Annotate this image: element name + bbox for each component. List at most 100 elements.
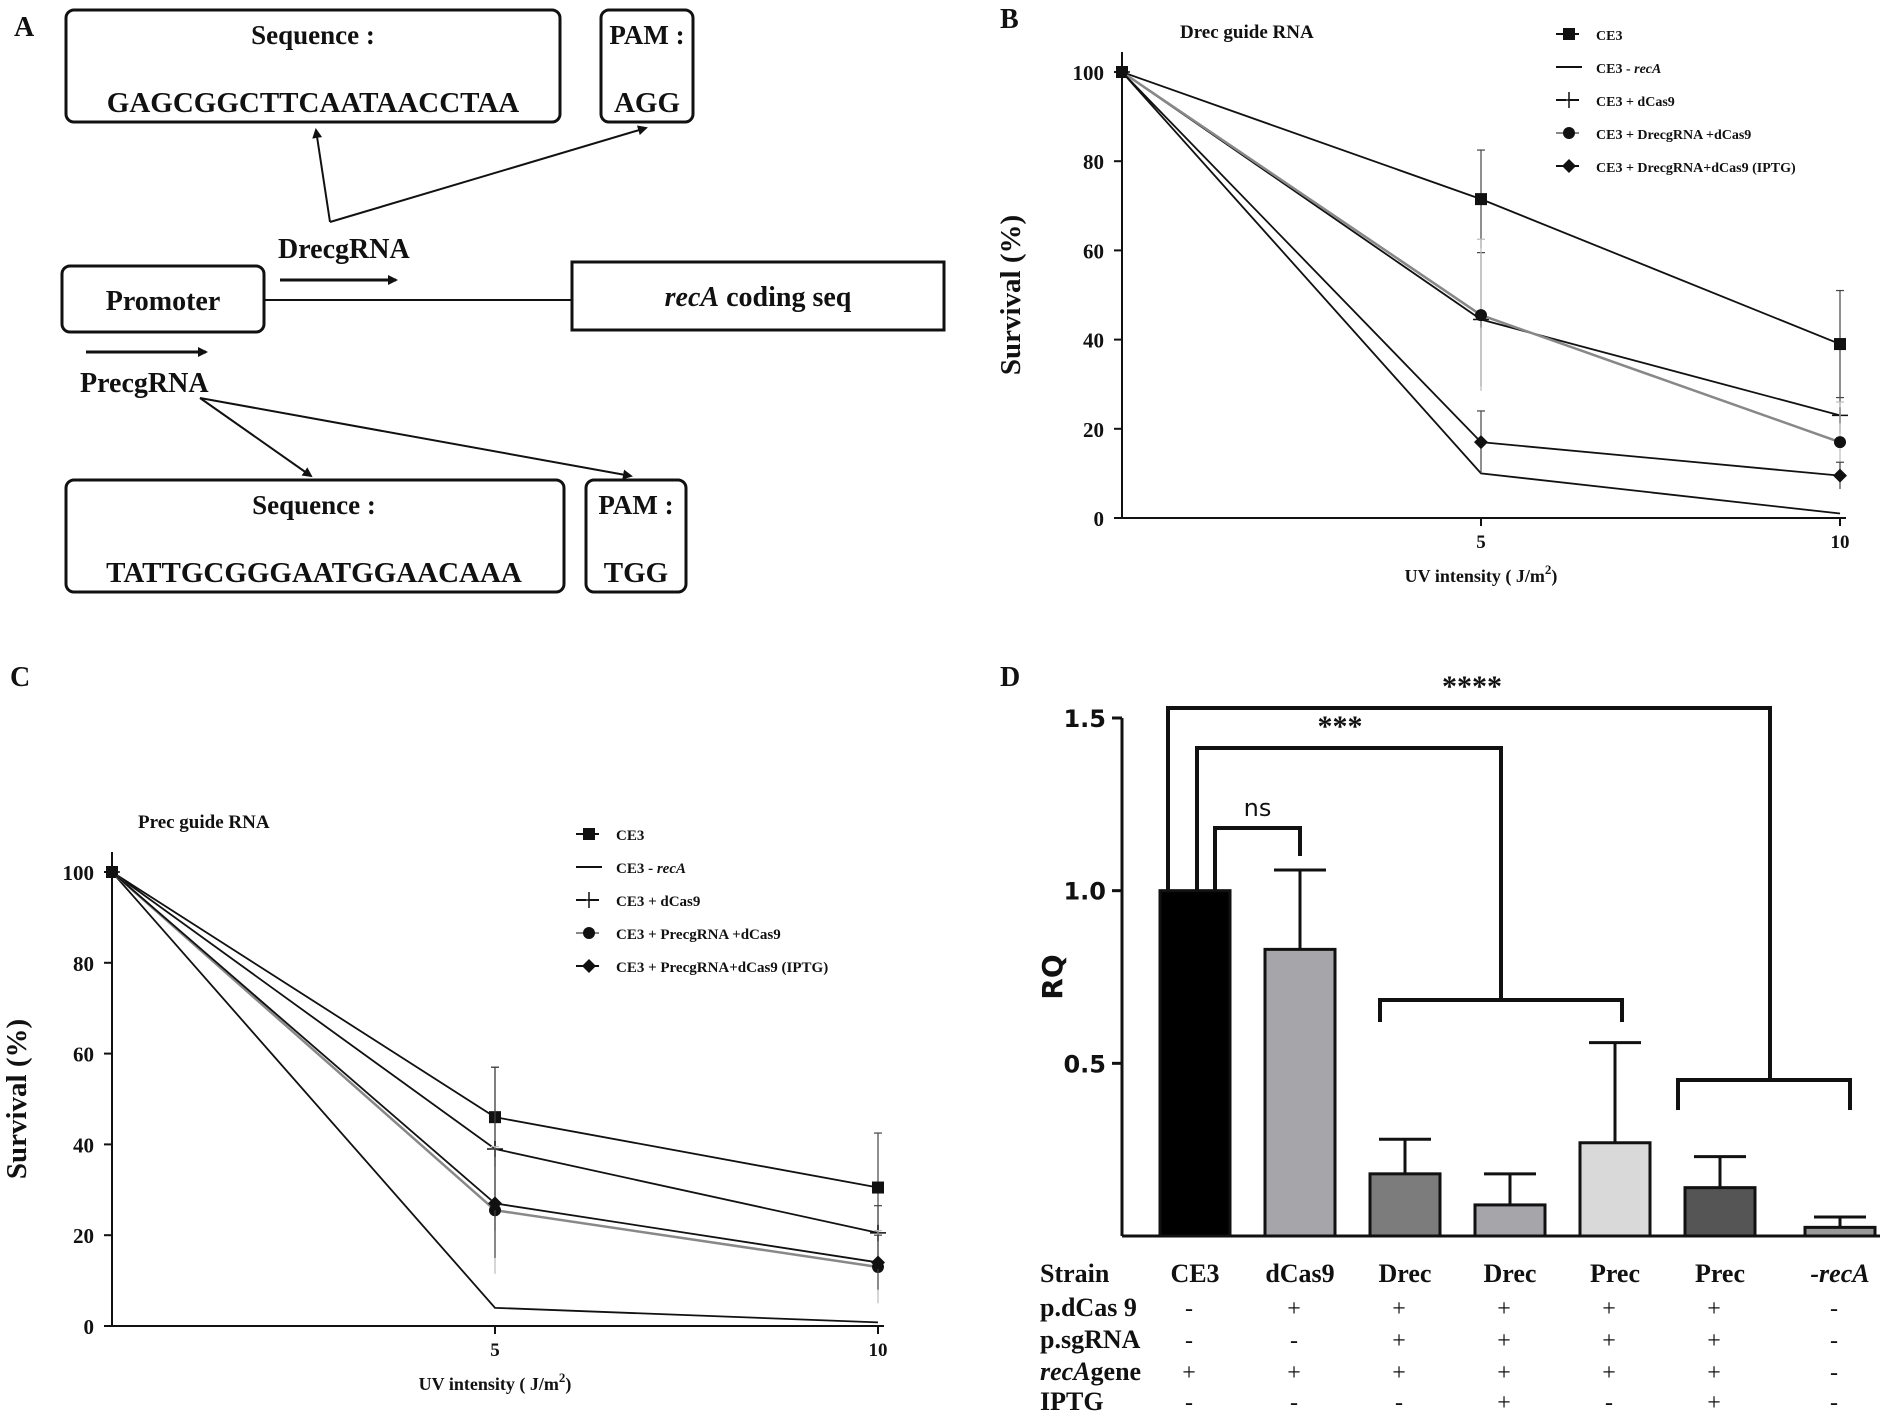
panel-b-line-chart: B 0 20 40 60 80 100 5 10 UV intensity ( J/m2) Sur… [995,4,1850,587]
bracket-four-star [1166,706,1772,1080]
legend-marker [583,828,595,840]
legend-marker [1563,127,1575,139]
top-sequence-label: Sequence : [251,20,375,50]
reca-coding-label: recA coding seq [665,282,852,313]
bar [1473,1203,1547,1238]
table-row-label: p.sgRNA [1040,1325,1141,1354]
table-cell: + [1707,1390,1721,1416]
top-pam-label: PAM : [609,20,684,50]
top-pam-value: AGG [614,87,680,119]
table-cell: + [1497,1360,1511,1386]
y-axis-title: RQ [1036,954,1069,999]
legend-label: CE3 [616,828,644,844]
y-tick-label: 0.5 [1063,1050,1106,1078]
y-tick-label: 60 [73,1043,94,1067]
top-sequence-value: GAGCGGCTTCAATAACCTAA [107,87,520,119]
x-tick-label: 10 [869,1340,888,1361]
y-tick-label: 20 [1083,418,1104,442]
bottom-pam-label: PAM : [598,490,673,520]
legend-marker [583,927,595,939]
table-cell: - [1830,1360,1838,1386]
chart-title: Prec guide RNA [138,812,270,833]
promoter-label: Promoter [106,286,221,317]
y-tick-label: 100 [1073,61,1105,85]
y-axis-title: Survival (%) [1,1019,33,1179]
data-point [1834,338,1846,351]
x-axis-title: UV intensity ( J/m2) [419,1370,572,1395]
legend-label: CE3 - recA [1596,62,1661,77]
table-cell: + [1497,1390,1511,1416]
bottom-sequence-label: Sequence : [252,490,376,520]
table-row-label: p.dCas 9 [1040,1293,1137,1322]
bar [1803,1225,1877,1238]
table-cell: + [1707,1328,1721,1354]
panel-c-line-chart: C 0 20 40 60 80 100 5 10 UV intensity ( J/m2) Sur… [1,662,888,1395]
bottom-pam-box [584,478,688,594]
y-tick-label: 100 [63,861,95,885]
table-cell: - [1830,1390,1838,1416]
table-cell: - [1830,1328,1838,1354]
arrow-to-top-sequence [312,128,331,223]
table-cell: + [1287,1360,1301,1386]
y-tick-label: 0 [1094,507,1105,531]
significance-label-ns: ns [1244,794,1272,822]
table-cell: - [1290,1390,1298,1416]
bar [1263,947,1337,1238]
x-axis-title: UV intensity ( J/m2) [1405,562,1558,587]
bar [1368,1172,1442,1238]
y-tick-label: 40 [1083,329,1104,353]
legend-label: CE3 + dCas9 [616,894,700,910]
y-axis-title: Survival (%) [995,215,1027,375]
data-point [1834,436,1846,449]
x-tick-label: 5 [490,1340,500,1361]
bar [1683,1186,1757,1238]
y-tick-label: 80 [73,952,94,976]
y-tick-label: 80 [1083,150,1104,174]
table-cell: + [1287,1296,1301,1322]
legend-label: CE3 + DrecgRNA+dCas9 (IPTG) [1596,161,1796,176]
category-label: Prec [1695,1259,1745,1288]
table-cell: - [1830,1296,1838,1322]
table-cell: + [1602,1360,1616,1386]
panel-a-diagram: A Sequence : GAGCGGCTTCAATAACCTAA PAM : … [14,8,946,594]
legend-label: CE3 + PrecgRNA+dCas9 (IPTG) [616,960,828,976]
table-cell: - [1605,1390,1613,1416]
category-label: Prec [1590,1259,1640,1288]
drec-grna-label: DrecgRNA [278,234,410,265]
bracket-drec-prec [1378,998,1624,1022]
chart-title: Drec guide RNA [1180,22,1314,43]
y-tick-label: 20 [73,1224,94,1248]
arrow-to-bottom-sequence [199,397,313,478]
panel-label-b: B [1000,4,1019,35]
bar [1158,889,1232,1238]
legend-marker [581,892,597,908]
data-point [1475,193,1487,206]
table-cell: + [1392,1296,1406,1322]
y-tick-label: 0 [84,1315,95,1339]
panel-label-c: C [10,662,30,693]
top-pam-box [599,8,695,124]
bottom-pam-value: TGG [604,557,668,589]
table-cell: + [1602,1328,1616,1354]
top-sequence-box [64,8,562,124]
legend-marker [582,959,596,973]
data-point [1475,309,1487,322]
y-tick-label: 60 [1083,239,1104,263]
table-row-label: recAgene [1040,1357,1141,1386]
table-cell: - [1395,1390,1403,1416]
table-cell: - [1290,1328,1298,1354]
y-tick-label: 40 [73,1133,94,1157]
category-label: Drec [1484,1259,1537,1288]
y-tick-label: 1.0 [1063,878,1106,906]
arrow-to-bottom-pam [199,397,633,480]
table-cell: + [1182,1360,1196,1386]
bracket-three-star [1195,746,1503,1000]
panel-label-a: A [14,12,35,43]
y-tick-label: 1.5 [1063,705,1106,733]
table-cell: - [1185,1390,1193,1416]
table-cell: + [1497,1328,1511,1354]
table-cell: + [1602,1296,1616,1322]
data-point [105,865,119,879]
